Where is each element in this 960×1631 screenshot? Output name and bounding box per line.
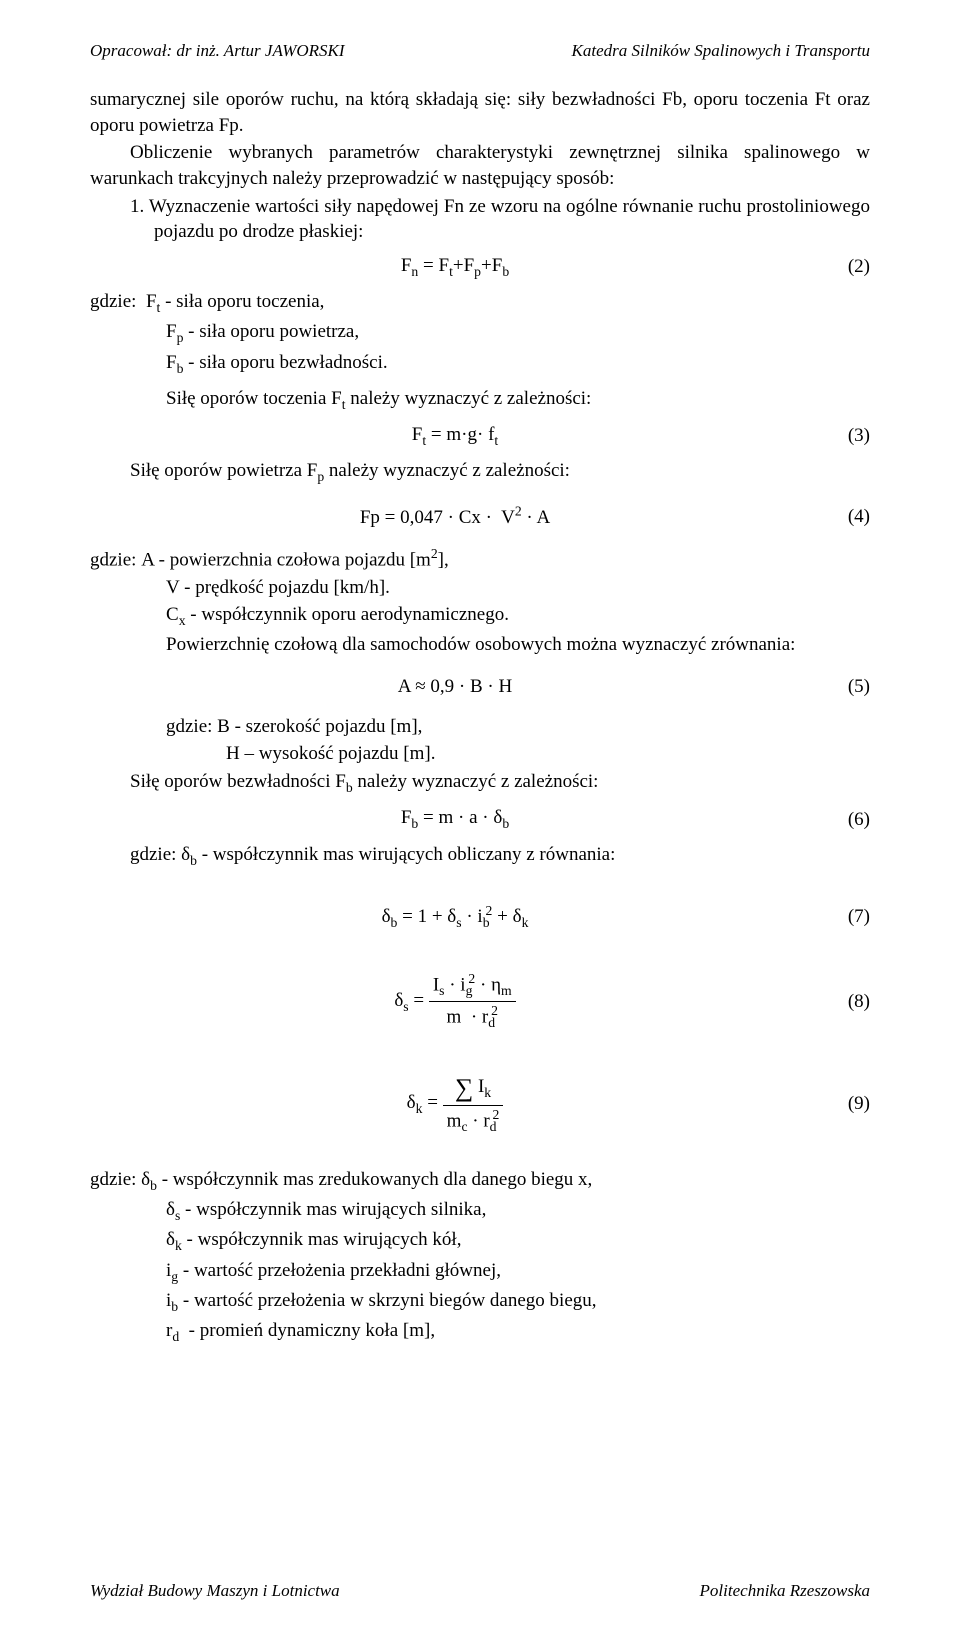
where-block-2: gdzie: A - powierzchnia czołowa pojazdu …	[90, 545, 870, 573]
equation-3: Ft = m·g· ft (3)	[90, 422, 870, 450]
where-block-3-line-2: H – wysokość pojazdu [m].	[90, 741, 870, 767]
equation-7-body: δb = 1 + δs · ib2 + δk	[90, 902, 820, 933]
paragraph-fp: Siłę oporów powietrza Fp należy wyznaczy…	[90, 458, 870, 486]
paragraph-intro-a: sumarycznej sile oporów ruchu, na którą …	[90, 87, 870, 138]
paragraph-intro-b: Obliczenie wybranych parametrów charakte…	[90, 140, 870, 191]
where-2-line-4: Powierzchnię czołową dla samochodów osob…	[90, 632, 870, 658]
page-footer: Wydział Budowy Maszyn i Lotnictwa Polite…	[90, 1580, 870, 1603]
equation-9-body: δk = ∑ Ik mc · rd2	[90, 1071, 820, 1137]
where-block-4-line-4: ig - wartość przełożenia przekładni głów…	[90, 1258, 870, 1286]
where-block-4-line-1: gdzie: δb - współczynnik mas zredukowany…	[90, 1167, 870, 1195]
equation-6-body: Fb = m · a · δb	[90, 805, 820, 833]
header-left: Opracował: dr inż. Artur JAWORSKI	[90, 40, 345, 63]
equation-5-number: (5)	[820, 674, 870, 700]
equation-5-body: A ≈ 0,9 · B · H	[90, 674, 820, 700]
where-block-4-line-3: δk - współczynnik mas wirujących kół,	[90, 1227, 870, 1255]
paragraph-delta-b: gdzie: δb - współczynnik mas wirujących …	[90, 842, 870, 870]
equation-2: Fn = Ft+Fp+Fb (2)	[90, 253, 870, 281]
equation-8-body: δs = Is · ig2 · ηm m · rd2	[90, 970, 820, 1032]
where-block-4-line-6: rd - promień dynamiczny koła [m],	[90, 1318, 870, 1346]
step-1: 1. Wyznaczenie wartości siły napędowej F…	[90, 194, 870, 245]
where-block-4-line-5: ib - wartość przełożenia w skrzyni biegó…	[90, 1288, 870, 1316]
where-1-line-2: Fp - siła oporu powietrza,	[90, 319, 870, 347]
equation-2-body: Fn = Ft+Fp+Fb	[90, 253, 820, 281]
where-block-1: gdzie: Ft - siła oporu toczenia,	[90, 289, 870, 317]
equation-6-number: (6)	[820, 807, 870, 833]
equation-4-body: Fp = 0,047 · Cx · V2 · A	[90, 503, 820, 531]
equation-8-number: (8)	[820, 989, 870, 1015]
equation-7: δb = 1 + δs · ib2 + δk (7)	[90, 902, 870, 933]
equation-9-number: (9)	[820, 1091, 870, 1117]
where-label: gdzie:	[90, 291, 136, 312]
footer-right: Politechnika Rzeszowska	[700, 1580, 870, 1603]
equation-2-number: (2)	[820, 254, 870, 280]
where-1-line-3: Fb - siła oporu bezwładności.	[90, 350, 870, 378]
equation-3-body: Ft = m·g· ft	[90, 422, 820, 450]
paragraph-fb: Siłę oporów bezwładności Fb należy wyzna…	[90, 769, 870, 797]
equation-6: Fb = m · a · δb (6)	[90, 805, 870, 833]
equation-9: δk = ∑ Ik mc · rd2 (9)	[90, 1071, 870, 1137]
footer-left: Wydział Budowy Maszyn i Lotnictwa	[90, 1580, 340, 1603]
header-right: Katedra Silników Spalinowych i Transport…	[572, 40, 870, 63]
equation-4-number: (4)	[820, 504, 870, 530]
paragraph-ft: Siłę oporów toczenia Ft należy wyznaczyć…	[90, 386, 870, 414]
where-block-4-line-2: δs - współczynnik mas wirujących silnika…	[90, 1197, 870, 1225]
where-block-3-line-1: gdzie: B - szerokość pojazdu [m],	[90, 714, 870, 740]
equation-4: Fp = 0,047 · Cx · V2 · A (4)	[90, 503, 870, 531]
page-header: Opracował: dr inż. Artur JAWORSKI Katedr…	[90, 40, 870, 63]
where-2-line-2: V - prędkość pojazdu [km/h].	[90, 575, 870, 601]
where-2-line-3: Cx - współczynnik oporu aerodynamicznego…	[90, 602, 870, 630]
equation-8: δs = Is · ig2 · ηm m · rd2 (8)	[90, 970, 870, 1032]
equation-7-number: (7)	[820, 904, 870, 930]
equation-3-number: (3)	[820, 423, 870, 449]
equation-5: A ≈ 0,9 · B · H (5)	[90, 674, 870, 700]
